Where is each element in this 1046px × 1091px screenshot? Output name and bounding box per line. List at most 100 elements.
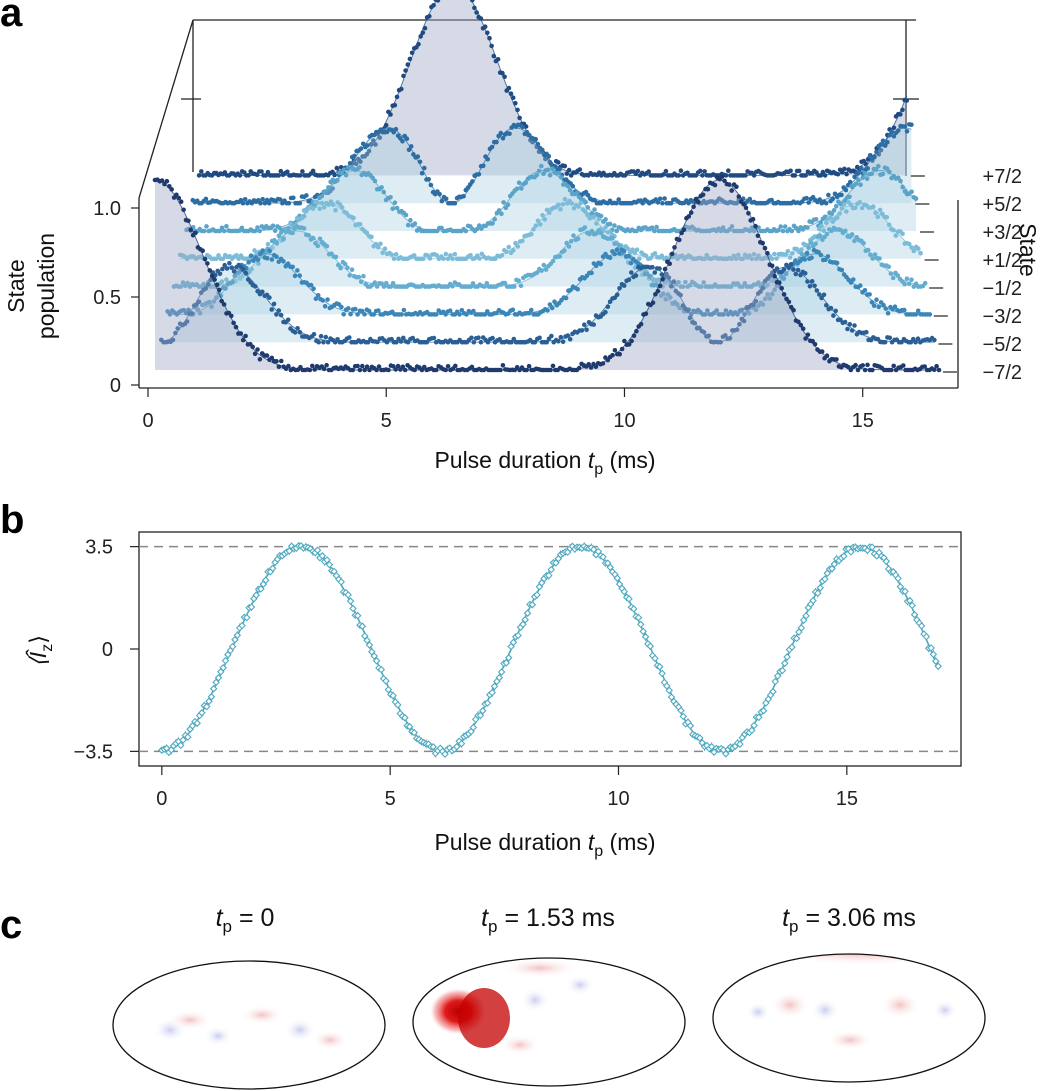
- state-data-point: [786, 299, 792, 305]
- panel-b-data-point: [495, 673, 504, 682]
- state-data-point: [853, 205, 858, 210]
- state-data-point: [740, 284, 745, 289]
- state-data-point: [741, 318, 747, 324]
- panel-b-data-point: [922, 632, 931, 641]
- state-data-point: [804, 195, 809, 201]
- panel-b-data-point: [372, 657, 381, 665]
- state-data-point: [243, 270, 249, 276]
- state-data-point: [654, 224, 659, 230]
- state-data-point: [843, 187, 849, 193]
- state-data-point: [434, 253, 440, 258]
- panel-b-data-point: [894, 574, 902, 583]
- state-data-point: [769, 197, 774, 203]
- state-data-point: [702, 312, 708, 317]
- state-data-point: [509, 339, 514, 345]
- panel-b-x-tick-label: 0: [156, 788, 167, 810]
- state-data-point: [747, 228, 752, 234]
- state-data-point: [820, 169, 826, 175]
- state-data-point: [511, 336, 517, 342]
- state-label-+1/2: +1/2: [983, 250, 1022, 272]
- state-data-point: [746, 211, 751, 216]
- state-data-point: [352, 153, 357, 159]
- state-data-point: [845, 326, 850, 332]
- state-data-point: [403, 68, 408, 73]
- state-data-point: [246, 173, 251, 178]
- panel-b-data-point: [523, 609, 532, 617]
- state-data-point: [441, 256, 446, 262]
- state-data-point: [842, 319, 848, 325]
- state-data-point: [900, 231, 905, 237]
- state-data-point: [379, 185, 384, 190]
- state-data-point: [881, 302, 886, 308]
- state-label-+5/2: +5/2: [983, 194, 1022, 216]
- state-data-point: [840, 170, 845, 175]
- panel-b-data-point: [814, 589, 822, 597]
- state-data-point: [384, 280, 389, 286]
- state-data-point: [405, 62, 411, 67]
- state-data-point: [753, 299, 759, 304]
- state-data-point: [612, 348, 618, 353]
- panel-b-data-point: [346, 597, 355, 605]
- state-data-point: [878, 147, 884, 153]
- state-data-point: [585, 205, 591, 210]
- state-data-point: [589, 228, 595, 234]
- state-data-point: [388, 284, 394, 289]
- state-data-point: [809, 279, 815, 284]
- panel-b-data-point: [934, 662, 942, 670]
- state-data-point: [798, 322, 804, 328]
- state-data-point: [207, 268, 213, 273]
- state-data-point: [704, 253, 710, 258]
- state-data-point: [629, 270, 634, 275]
- state-data-point: [661, 172, 666, 177]
- panel-b-x-tick-label: 5: [385, 788, 396, 810]
- state-data-point: [751, 228, 757, 234]
- state-data-point: [629, 338, 634, 344]
- state-data-point: [701, 280, 706, 285]
- state-data-point: [776, 227, 781, 233]
- state-data-point: [727, 182, 732, 187]
- state-data-point: [568, 287, 573, 293]
- state-data-point: [904, 98, 910, 103]
- state-data-point: [376, 308, 381, 313]
- panel-b-y-ticks: 3.5 0 −3.5: [74, 537, 139, 763]
- state-data-point: [317, 206, 323, 211]
- state-data-point: [791, 307, 796, 313]
- state-data-point: [563, 295, 569, 301]
- state-data-point: [390, 206, 396, 212]
- state-data-point: [557, 166, 562, 172]
- state-data-point: [265, 169, 271, 175]
- state-data-point: [592, 207, 597, 212]
- state-data-point: [818, 252, 824, 258]
- state-data-point: [365, 143, 370, 148]
- state-data-point: [743, 173, 748, 178]
- state-data-point: [831, 208, 837, 213]
- state-data-point: [564, 240, 569, 246]
- state-data-point: [871, 204, 876, 209]
- panel-b-data-point: [830, 560, 839, 568]
- state-data-point: [404, 136, 410, 141]
- state-data-point: [214, 282, 220, 288]
- panel-b-data-point: [337, 578, 345, 586]
- panel-b-data-point: [394, 701, 402, 709]
- state-data-point: [817, 233, 823, 238]
- projection-1-heatmap: [112, 960, 386, 1090]
- state-data-point: [203, 196, 209, 202]
- panel-b-data-point: [497, 668, 506, 676]
- state-data-point: [804, 250, 810, 256]
- state-data-point: [598, 261, 604, 267]
- state-data-point: [339, 170, 345, 176]
- state-data-point: [468, 253, 473, 258]
- state-data-point: [474, 10, 479, 15]
- state-data-point: [805, 332, 811, 338]
- state-data-point: [229, 313, 234, 319]
- state-data-point: [763, 296, 768, 302]
- panel-b-data-point: [665, 686, 673, 695]
- state-data-point: [575, 236, 581, 241]
- panel-b-data-point: [205, 697, 213, 706]
- state-data-point: [388, 195, 393, 200]
- state-data-point: [326, 185, 331, 190]
- state-data-point: [286, 200, 292, 206]
- state-data-point: [447, 308, 453, 314]
- panel-b-iz-series: [158, 542, 942, 758]
- state-data-point: [534, 172, 540, 178]
